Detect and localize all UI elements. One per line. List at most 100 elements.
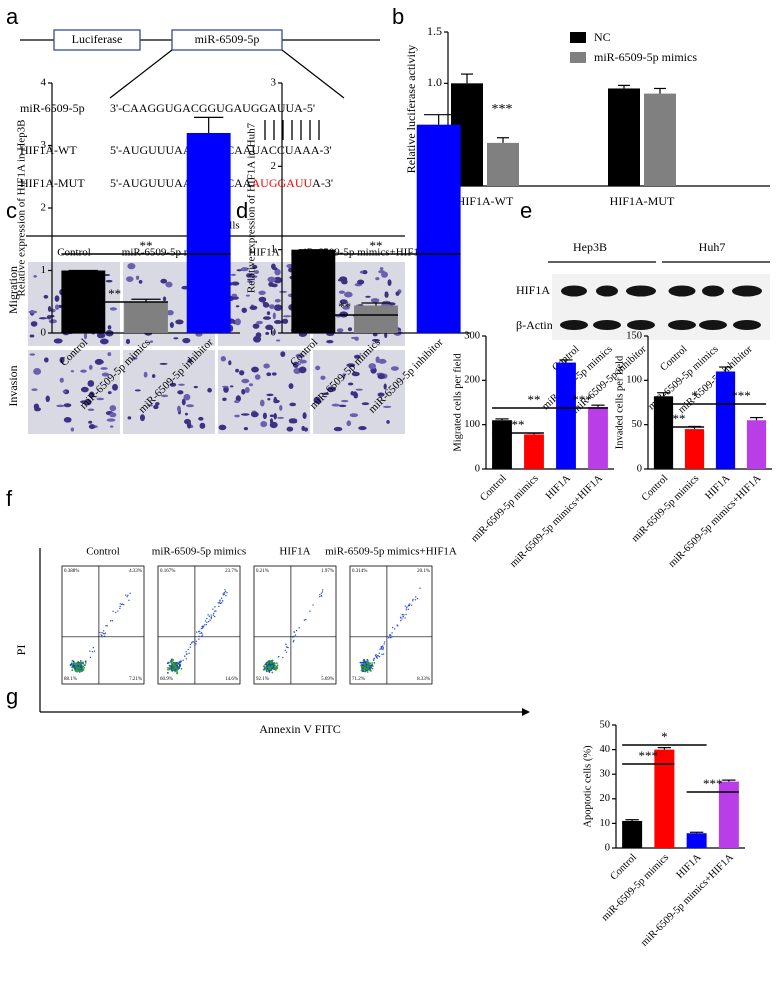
flow-dot — [382, 645, 384, 647]
flow-dot — [366, 667, 368, 670]
y-axis-label: Migrated cells per field — [452, 353, 463, 452]
flow-dot — [201, 634, 204, 636]
cell — [314, 398, 322, 404]
blot-band — [596, 285, 618, 297]
cell — [153, 404, 159, 410]
quadrant-percent: 4.33% — [129, 569, 142, 574]
column-label: HIF1A — [248, 247, 279, 259]
cell — [247, 280, 255, 283]
y-tick-label: 4 — [41, 77, 47, 89]
flow-dot — [192, 641, 195, 643]
flow-dot — [73, 666, 76, 669]
cell — [239, 370, 245, 376]
y-tick-label: 20 — [600, 793, 611, 804]
y-tick-label: 3 — [41, 139, 47, 151]
blot-band — [732, 285, 762, 297]
bar — [653, 396, 674, 469]
y-tick-label: 0 — [41, 327, 47, 339]
y-tick-label: 1.0 — [427, 75, 442, 89]
flow-dot — [176, 666, 179, 669]
flow-dot — [365, 663, 368, 666]
flow-dot — [293, 639, 295, 642]
flow-dot — [198, 635, 200, 638]
cell — [56, 404, 65, 408]
significance: *** — [639, 748, 659, 763]
cell — [339, 299, 348, 305]
cell — [80, 386, 89, 393]
cell — [187, 358, 193, 363]
flow-dot — [377, 655, 379, 657]
blot-background — [552, 274, 770, 340]
cell — [230, 273, 237, 277]
significance: *** — [703, 776, 723, 791]
cell — [254, 270, 260, 274]
flow-dot — [173, 668, 176, 670]
panel-label: g — [6, 684, 18, 709]
flow-dot — [274, 667, 277, 669]
zoom-line — [109, 49, 173, 99]
cell — [29, 353, 36, 356]
flow-dot — [190, 642, 193, 644]
flow-dot — [80, 665, 82, 668]
significance: ** — [108, 286, 121, 301]
quadrant-percent: 7.21% — [129, 677, 142, 682]
flow-dot — [207, 620, 210, 623]
bar — [291, 249, 336, 333]
cell — [342, 305, 350, 310]
y-tick-label: 30 — [600, 769, 611, 780]
flow-dot — [419, 587, 421, 589]
legend-swatch — [570, 32, 586, 43]
cell — [234, 400, 240, 404]
flow-dot — [109, 620, 112, 622]
cell — [276, 339, 281, 342]
flow-dot — [119, 605, 121, 608]
axis-arrow — [522, 708, 530, 716]
cell — [302, 412, 307, 420]
blot-band — [668, 285, 696, 297]
flow-dot — [389, 636, 392, 639]
cell — [199, 422, 206, 429]
flow-dot — [404, 605, 406, 607]
flow-dot — [267, 661, 269, 664]
flow-title: miR-6509-5p mimics+HIF1A — [325, 546, 457, 558]
cell — [248, 383, 253, 387]
cell — [322, 392, 330, 396]
legend-label: miR-6509-5p mimics — [594, 50, 697, 64]
flow-dot — [386, 635, 389, 638]
legend-swatch — [570, 52, 586, 63]
significance: * — [691, 388, 698, 403]
cell — [269, 418, 274, 425]
flow-dot — [403, 614, 405, 616]
bar — [608, 88, 640, 186]
flow-dot — [368, 667, 371, 670]
flow-dot — [362, 666, 365, 668]
flow-dot — [179, 663, 181, 666]
micrograph — [28, 350, 120, 434]
bar — [556, 362, 576, 469]
cell — [250, 411, 259, 418]
flow-dot — [366, 662, 368, 664]
x-tick-label: HIF1A — [544, 473, 573, 502]
cell — [387, 279, 392, 286]
construct-box — [171, 29, 283, 51]
bar — [686, 833, 707, 848]
cell — [390, 366, 399, 371]
flow-dot — [129, 592, 131, 594]
flow-dot — [79, 660, 82, 662]
flow-dot — [205, 623, 208, 626]
cell — [62, 390, 67, 393]
flow-dot — [189, 643, 192, 646]
cell — [338, 404, 347, 408]
flow-dot — [383, 643, 385, 645]
flow-dot — [292, 641, 295, 643]
cell — [315, 365, 321, 371]
cell — [177, 390, 184, 395]
flow-dot — [275, 665, 278, 668]
flow-dot — [77, 664, 80, 667]
flow-dot — [382, 648, 384, 651]
flow-dot — [363, 658, 365, 661]
bar — [644, 93, 676, 186]
cell — [107, 325, 112, 330]
flow-dot — [194, 639, 196, 641]
significance: ** — [338, 299, 351, 314]
